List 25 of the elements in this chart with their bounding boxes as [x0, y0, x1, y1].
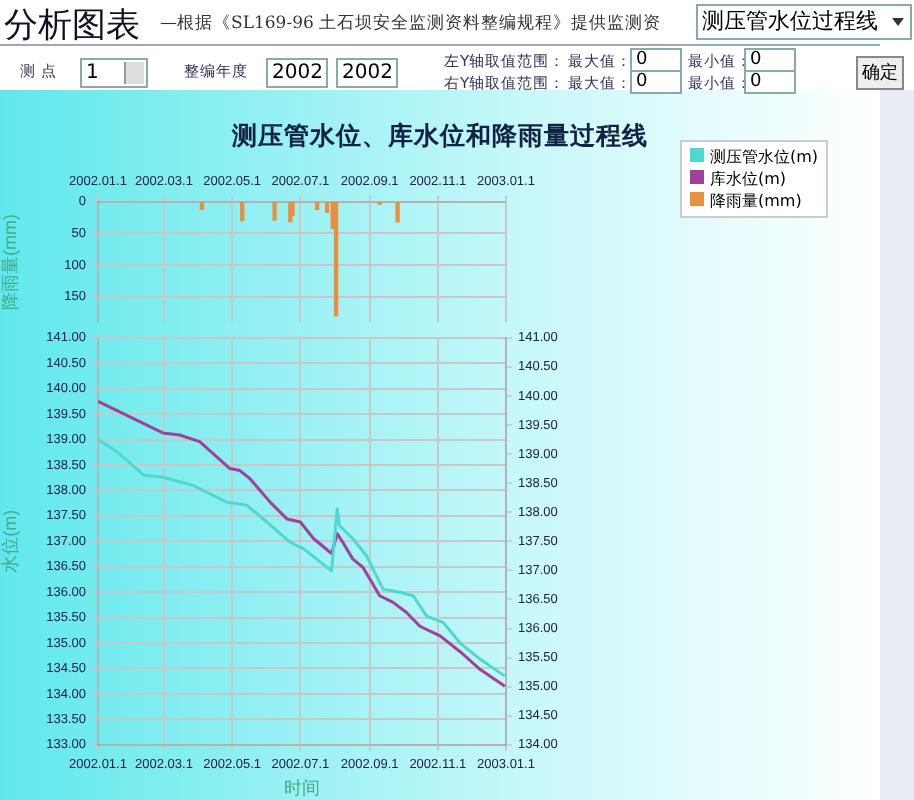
text: —根据《SL169-96 土石坝安全监测资料整编规程》提供监测资	[160, 12, 662, 36]
chart-title: 测压管水位、库水位和降雨量过程线	[232, 120, 648, 150]
bar	[333, 201, 339, 317]
x-axis-title: 时间	[284, 778, 320, 799]
y-axis-title: 水位(m)	[0, 509, 20, 573]
legend-label: 测压管水位(m)	[708, 146, 819, 168]
text: 1	[80, 58, 148, 88]
bar	[395, 201, 400, 223]
bar	[272, 201, 277, 221]
text: 测压管水位过程线	[696, 4, 912, 40]
text: 确定	[856, 56, 904, 90]
text: 分析图表	[4, 4, 140, 48]
y-axis-title: 降雨量(mm)	[0, 213, 20, 310]
legend-label: 降雨量(mm)	[708, 190, 804, 212]
text: 0	[630, 48, 682, 72]
text: 2002	[336, 58, 398, 88]
text: 0	[744, 70, 796, 94]
legend-label: 库水位(m)	[708, 168, 789, 190]
bar	[199, 201, 205, 210]
bar	[240, 201, 245, 222]
text: 0	[744, 48, 796, 72]
bar	[314, 201, 320, 210]
text: 0	[630, 70, 682, 94]
text: 2002	[266, 58, 328, 88]
bar	[290, 201, 295, 217]
